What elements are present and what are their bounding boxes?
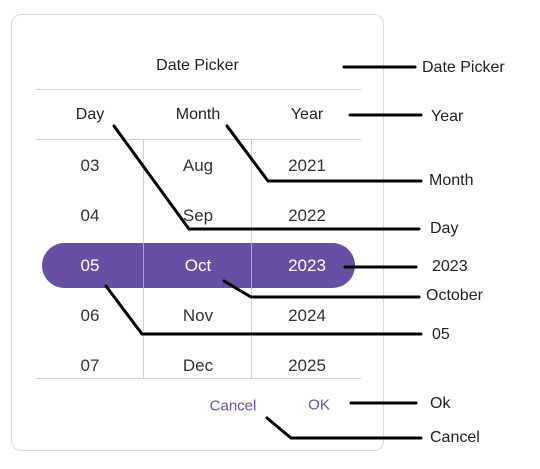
year-option-selected[interactable]: 2023 bbox=[288, 256, 326, 275]
header-year: Year bbox=[290, 106, 324, 123]
day-option[interactable]: 04 bbox=[80, 206, 100, 225]
day-option[interactable]: 07 bbox=[80, 356, 100, 375]
callout-day-05: 05 bbox=[432, 326, 450, 343]
header-month: Month bbox=[175, 106, 221, 123]
callout-month: Month bbox=[429, 172, 474, 189]
year-option[interactable]: 2021 bbox=[288, 156, 326, 175]
callout-year-2023: 2023 bbox=[432, 258, 468, 275]
selection-separator-1 bbox=[143, 243, 144, 288]
month-option[interactable]: Sep bbox=[182, 206, 214, 225]
year-option[interactable]: 2024 bbox=[288, 306, 326, 325]
month-option-selected[interactable]: Oct bbox=[184, 256, 212, 275]
callout-october: October bbox=[426, 287, 483, 304]
selection-highlight bbox=[42, 243, 355, 288]
header-divider bbox=[36, 139, 361, 140]
month-option[interactable]: Dec bbox=[182, 356, 214, 375]
month-option[interactable]: Nov bbox=[182, 306, 214, 325]
day-option-selected[interactable]: 05 bbox=[80, 256, 100, 275]
day-option[interactable]: 06 bbox=[80, 306, 100, 325]
title-divider bbox=[36, 89, 361, 90]
callout-cancel: Cancel bbox=[430, 429, 480, 446]
callout-year: Year bbox=[431, 108, 464, 125]
cancel-button[interactable]: Cancel bbox=[209, 397, 257, 415]
month-option[interactable]: Aug bbox=[182, 156, 214, 175]
header-day: Day bbox=[75, 106, 105, 123]
ok-button[interactable]: OK bbox=[308, 396, 330, 414]
footer-divider bbox=[36, 378, 361, 379]
day-option[interactable]: 03 bbox=[80, 156, 100, 175]
selection-separator-2 bbox=[251, 243, 252, 288]
callout-day: Day bbox=[430, 220, 459, 237]
callout-date-picker: Date Picker bbox=[422, 59, 505, 76]
callout-ok: Ok bbox=[430, 395, 451, 412]
year-option[interactable]: 2025 bbox=[288, 356, 326, 375]
year-option[interactable]: 2022 bbox=[288, 206, 326, 225]
dialog-title: Date Picker bbox=[156, 57, 239, 74]
